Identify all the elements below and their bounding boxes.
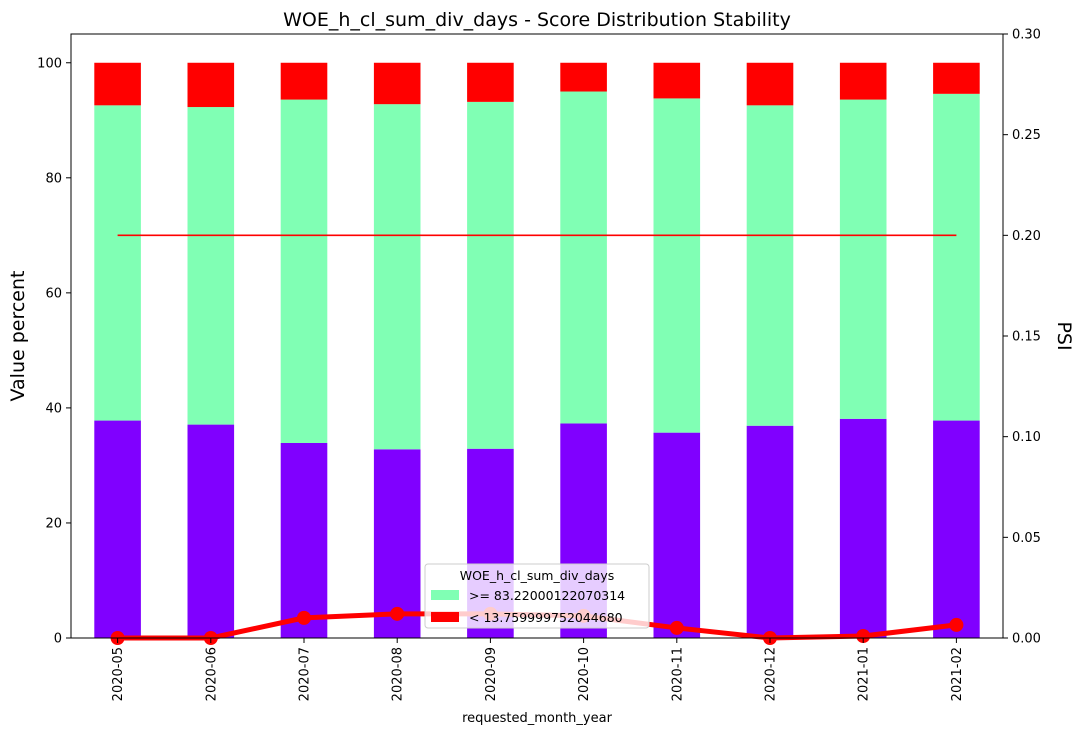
- bar-segment: [187, 62, 235, 108]
- psi-point: [390, 606, 405, 621]
- bar-segment: [653, 62, 701, 99]
- y2-axis-label: PSI: [1053, 321, 1075, 350]
- bar-segment: [839, 62, 887, 100]
- legend-label: < 13.759999752044680: [469, 610, 623, 625]
- x-tick-label: 2021-02: [950, 647, 965, 701]
- bar-segment: [746, 62, 794, 106]
- y2-tick-label: 0.15: [1012, 330, 1041, 345]
- bar-segment: [933, 420, 980, 638]
- chart-title: WOE_h_cl_sum_div_days - Score Distributi…: [283, 9, 791, 31]
- bar-segment: [467, 101, 514, 449]
- bar-segment: [187, 107, 235, 425]
- y2-tick-label: 0.10: [1012, 430, 1041, 445]
- x-tick-label: 2020-11: [670, 647, 685, 701]
- bar-segment: [280, 99, 328, 443]
- legend-title: WOE_h_cl_sum_div_days: [460, 568, 615, 583]
- bar-segment: [467, 62, 514, 102]
- bar-segment: [373, 62, 421, 105]
- x-tick-label: 2020-09: [484, 647, 499, 701]
- x-tick-label: 2020-07: [298, 647, 313, 701]
- y-tick-label: 80: [45, 171, 62, 186]
- psi-point: [856, 628, 871, 643]
- legend-frame: [424, 563, 650, 629]
- x-axis-label: requested_month_year: [462, 711, 613, 726]
- y2-tick-label: 0.30: [1012, 28, 1041, 43]
- y2-tick-label: 0.25: [1012, 128, 1041, 143]
- bar-segment: [839, 99, 887, 419]
- legend-swatch: [431, 612, 459, 622]
- x-tick-label: 2020-08: [391, 647, 406, 701]
- bar-segment: [653, 98, 701, 433]
- bar-segment: [560, 91, 607, 424]
- y2-tick-label: 0.05: [1012, 531, 1041, 546]
- legend-label: >= 83.22000122070314: [469, 588, 625, 603]
- bar-segment: [933, 93, 980, 421]
- bar-segment: [373, 449, 421, 638]
- psi-point: [297, 610, 311, 625]
- y-tick-label: 60: [45, 286, 62, 301]
- y-tick-label: 100: [37, 56, 62, 71]
- x-tick-label: 2020-12: [764, 647, 779, 701]
- psi-point: [949, 617, 964, 632]
- legend-swatch: [431, 590, 459, 600]
- bar-segment: [839, 418, 887, 638]
- bar-segment: [94, 62, 141, 106]
- bar-segment: [187, 424, 235, 638]
- bar-segment: [746, 425, 794, 638]
- y-tick-label: 40: [45, 401, 62, 416]
- bar-segment: [653, 432, 701, 638]
- y-tick-label: 0: [54, 632, 62, 647]
- bar-segment: [373, 104, 421, 450]
- x-tick-label: 2020-10: [577, 647, 592, 701]
- psi-point: [669, 620, 684, 635]
- y-tick-label: 20: [45, 516, 62, 531]
- bar-segment: [560, 62, 607, 92]
- y2-tick-label: 0.00: [1012, 632, 1041, 647]
- bar-segment: [280, 442, 328, 638]
- legend: WOE_h_cl_sum_div_days >= 83.220001220703…: [424, 563, 650, 629]
- bar-segment: [94, 105, 141, 421]
- bar-segment: [746, 105, 794, 426]
- x-tick-label: 2020-05: [111, 647, 126, 701]
- y-axis-label: Value percent: [7, 271, 29, 402]
- bar-segment: [94, 420, 141, 638]
- bar-segment: [280, 62, 328, 100]
- bar-segment: [933, 62, 980, 94]
- y2-tick-label: 0.20: [1012, 229, 1041, 244]
- x-tick-label: 2020-06: [204, 647, 219, 701]
- x-tick-label: 2021-01: [857, 647, 872, 701]
